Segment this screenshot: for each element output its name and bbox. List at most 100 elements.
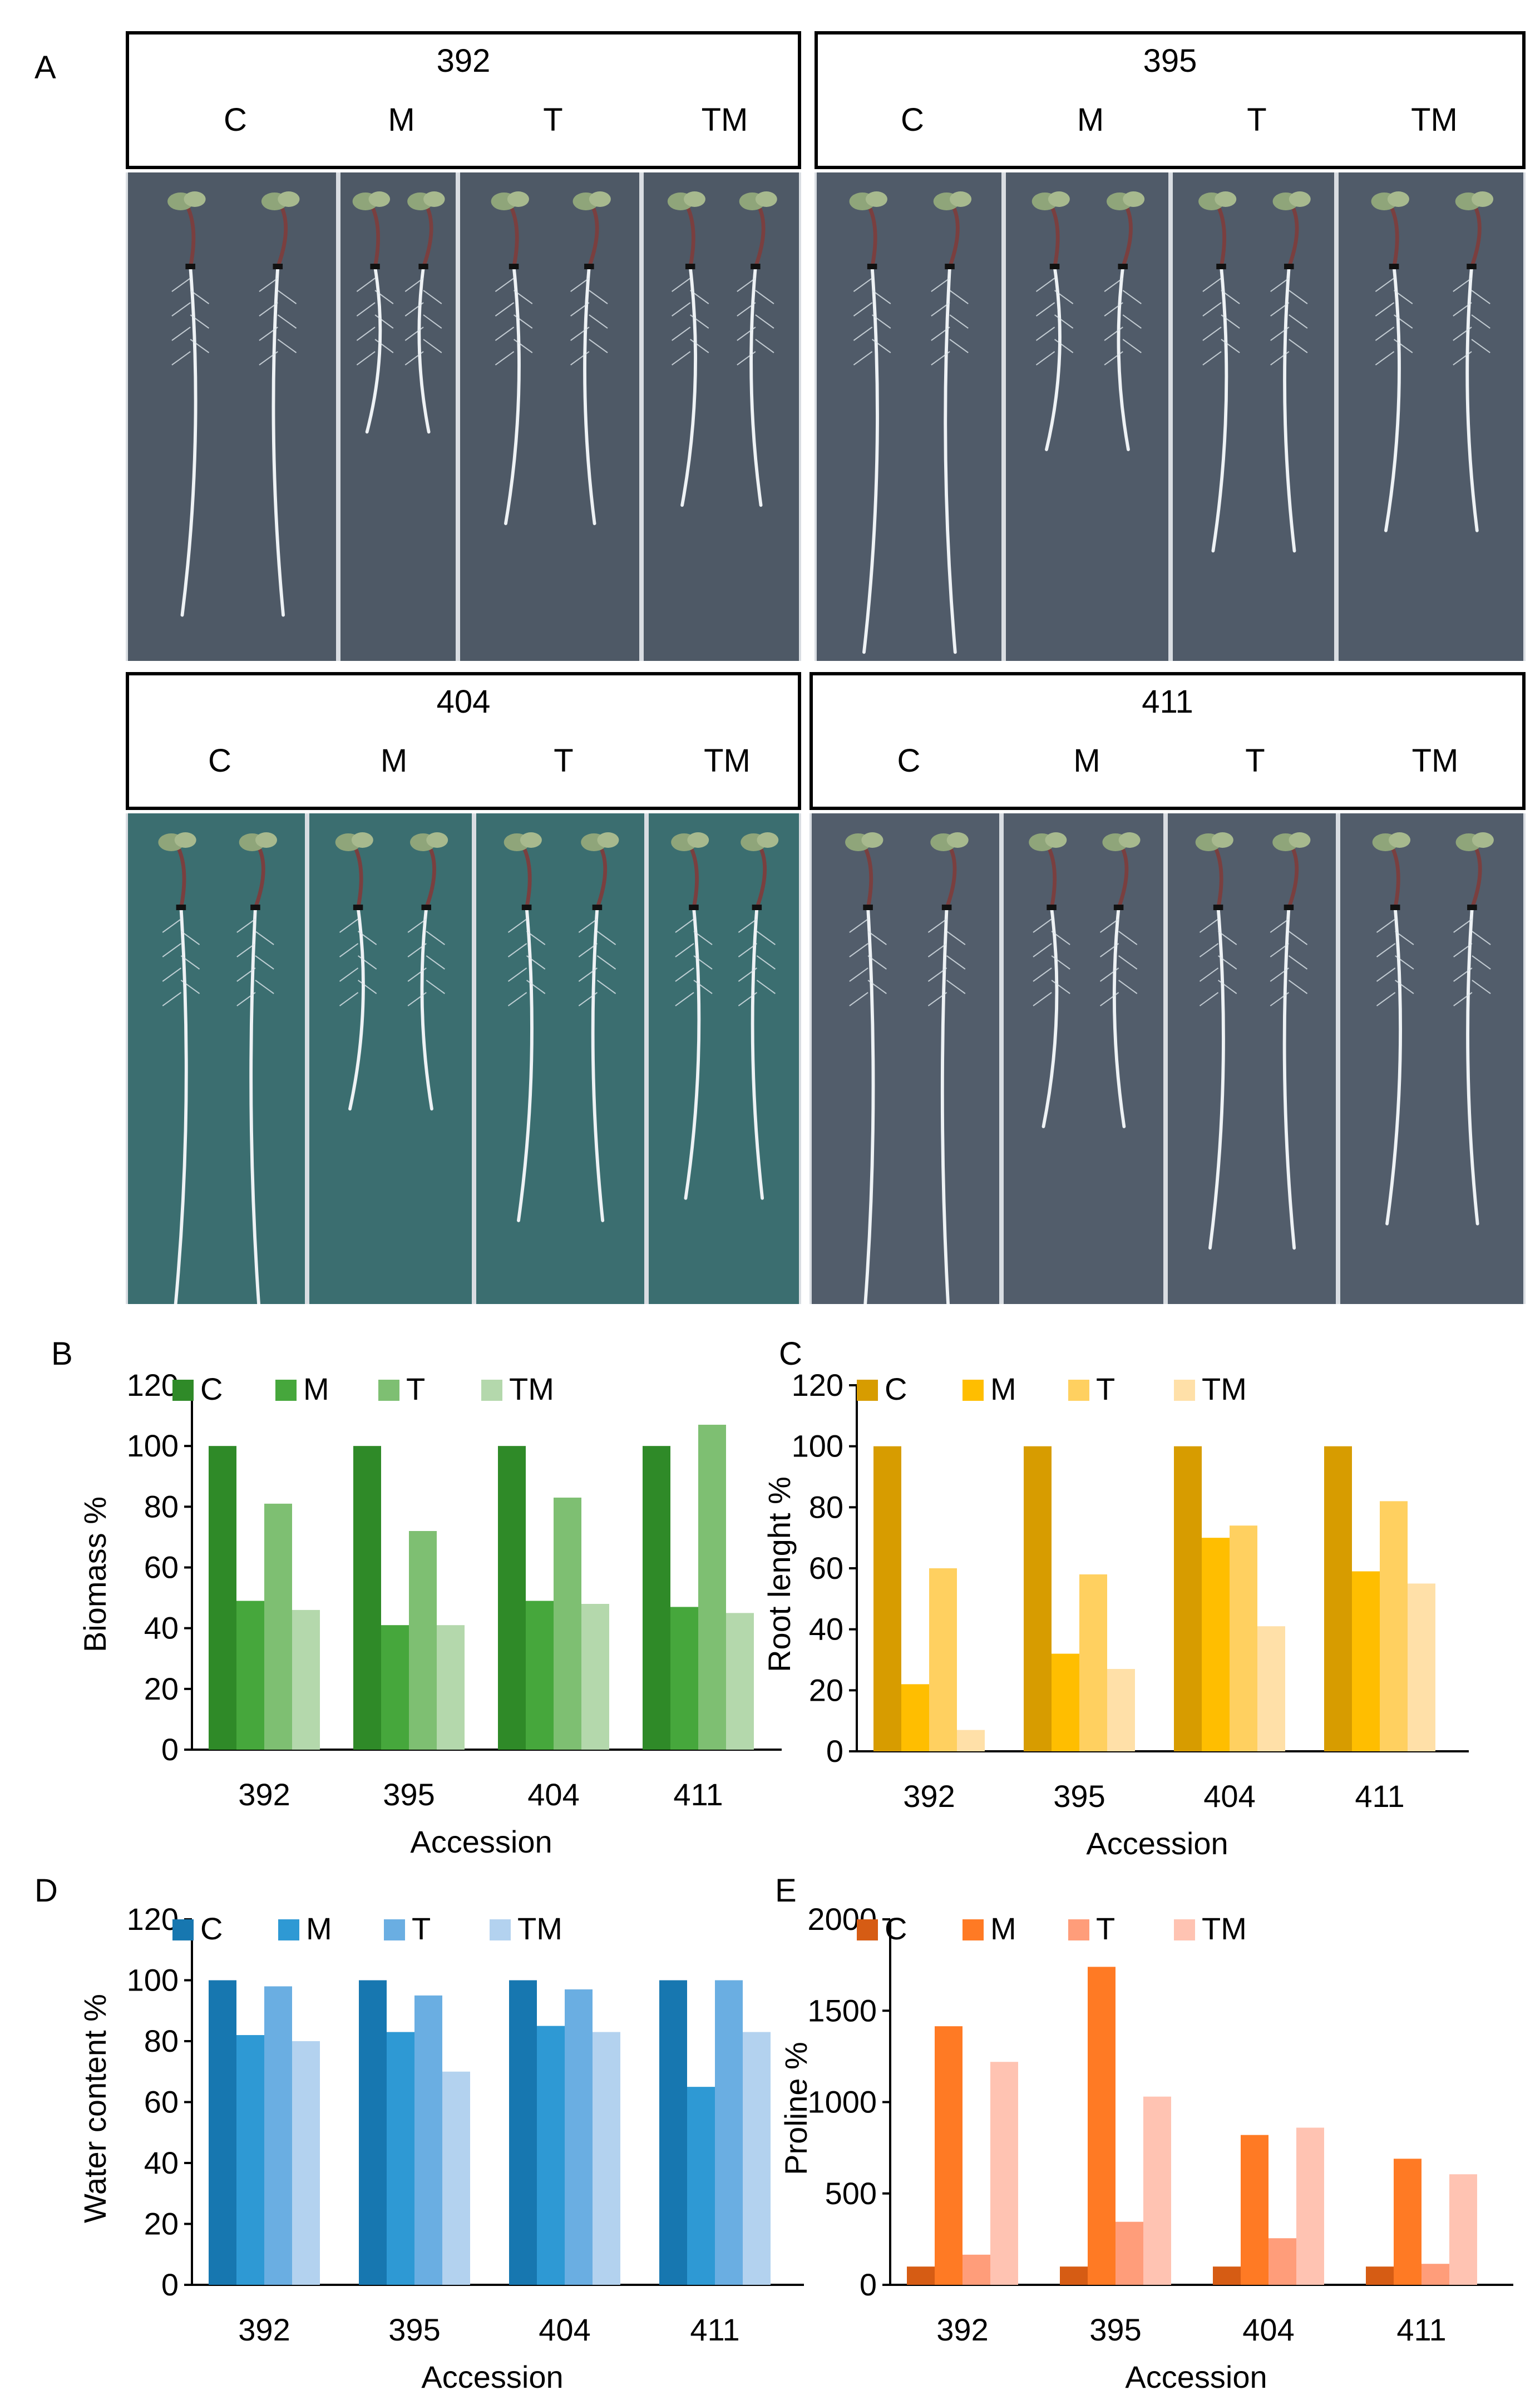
y-tick-label: 1500: [807, 1993, 877, 2028]
legend-swatch: [490, 1919, 511, 1940]
bar-E-M-411: [1394, 2159, 1421, 2285]
x-tick-label: 411: [673, 1777, 723, 1812]
seedling-icon: [236, 832, 277, 1304]
seedling-icon: [1029, 832, 1070, 1128]
legend-swatch: [278, 1919, 299, 1940]
bar-D-T-395: [414, 1995, 442, 2285]
y-tick-label: 20: [144, 2206, 179, 2241]
bar-D-TM-404: [593, 2032, 620, 2285]
legend-item-T: T: [378, 1371, 425, 1406]
legend-label: T: [412, 1911, 431, 1946]
y-tick-label: 1000: [807, 2085, 877, 2120]
bar-D-TM-392: [292, 2041, 320, 2285]
legend-swatch: [1068, 1919, 1089, 1940]
bar-B-T-404: [554, 1497, 581, 1750]
accession-header: 404 C M T TM: [126, 672, 801, 810]
bar-C-TM-411: [1408, 1583, 1435, 1751]
legend-label: C: [200, 1911, 223, 1946]
y-tick-label: 60: [144, 1550, 179, 1585]
bar-B-TM-392: [292, 1609, 320, 1750]
bar-B-M-395: [381, 1625, 409, 1750]
treatment-label: C: [901, 102, 924, 138]
seedling-photo: [1171, 172, 1336, 661]
treatment-label: TM: [701, 102, 748, 138]
legend-swatch: [275, 1380, 297, 1401]
bar-E-T-404: [1268, 2238, 1296, 2285]
bar-D-T-411: [715, 1980, 743, 2285]
treatment-label: T: [1247, 102, 1267, 138]
photo-group-404: 404 C M T TM: [126, 672, 801, 1304]
seedling-icon: [845, 832, 887, 1304]
legend-swatch: [857, 1919, 878, 1940]
y-tick-label: 120: [127, 1902, 179, 1937]
y-tick-label: 100: [127, 1963, 179, 1998]
seedling-icon: [671, 832, 713, 1200]
seedling-photo: [1004, 172, 1171, 661]
y-axis-title: Proline %: [778, 2042, 813, 2175]
root-length-chart: 0 20 40 60 80 100 120 392 395 404 411 Accession Root…: [762, 1341, 1524, 1869]
treatment-label: C: [897, 743, 921, 779]
seedling-icon: [1104, 191, 1145, 451]
legend-item-C: C: [172, 1911, 223, 1946]
bar-D-M-392: [236, 2035, 264, 2285]
x-tick-label: 395: [383, 1777, 435, 1812]
y-tick-label: 60: [144, 2085, 179, 2120]
bar-C-C-392: [873, 1446, 901, 1751]
seedling-photo: [1338, 813, 1526, 1304]
treatment-label: T: [554, 743, 574, 779]
x-tick-label: 411: [690, 2312, 739, 2347]
seedling-photo: [458, 172, 641, 661]
bar-D-C-404: [509, 1980, 537, 2285]
seedling-icon: [1031, 191, 1074, 451]
bar-D-M-404: [537, 2026, 565, 2285]
legend-item-TM: TM: [1174, 1911, 1247, 1946]
bar-D-C-392: [209, 1980, 236, 2285]
legend-item-TM: TM: [490, 1911, 562, 1946]
seedling-icon: [1453, 832, 1494, 1226]
legend-label: T: [1096, 1911, 1115, 1946]
seedling-icon: [407, 832, 448, 1111]
x-tick-label: 404: [1203, 1779, 1255, 1814]
seedling-icon: [849, 191, 891, 654]
legend-label: M: [306, 1911, 332, 1946]
legend-swatch: [481, 1380, 502, 1401]
seedling-icon: [578, 832, 619, 1222]
bar-B-TM-395: [437, 1625, 465, 1750]
bar-D-T-392: [264, 1986, 292, 2285]
seedling-icon: [1195, 832, 1237, 1250]
x-tick-label: 404: [539, 2312, 590, 2347]
legend-label: C: [200, 1371, 223, 1406]
panel-label-d: D: [34, 1873, 58, 1909]
bar-D-M-395: [387, 2032, 414, 2285]
legend-label: M: [303, 1371, 329, 1406]
water-content-chart: 0 20 40 60 80 100 120 392 395 404 411 Accession Wate…: [50, 1875, 804, 2398]
treatment-label: C: [224, 102, 247, 138]
x-tick-label: 411: [1396, 2312, 1446, 2347]
x-tick-label: 395: [1089, 2312, 1141, 2347]
legend-label: TM: [517, 1911, 562, 1946]
legend-item-T: T: [1068, 1911, 1115, 1946]
seedling-photo: [1336, 172, 1526, 661]
legend-label: C: [885, 1911, 907, 1946]
legend-swatch: [1174, 1380, 1195, 1401]
bar-D-TM-395: [442, 2071, 470, 2285]
accession-header: 392 C M T TM: [126, 31, 801, 169]
bar-E-T-395: [1115, 2221, 1143, 2285]
accession-label: 411: [1142, 684, 1193, 720]
bar-C-T-392: [929, 1568, 957, 1751]
seedling-icon: [259, 191, 300, 617]
bar-C-C-404: [1174, 1446, 1202, 1751]
legend-label: TM: [1202, 1911, 1247, 1946]
y-tick-label: 120: [792, 1367, 843, 1402]
seedling-icon: [570, 191, 611, 525]
seedling-photo: [810, 813, 1001, 1304]
y-axis-title: Biomass %: [77, 1497, 112, 1652]
legend-item-M: M: [962, 1911, 1016, 1946]
legend-label: M: [990, 1911, 1016, 1946]
bar-C-T-395: [1079, 1574, 1107, 1751]
bar-B-M-392: [236, 1601, 264, 1750]
seedling-icon: [1100, 832, 1141, 1128]
y-tick-label: 0: [860, 2267, 877, 2302]
bar-D-T-404: [565, 1989, 593, 2285]
bar-E-T-392: [962, 2254, 990, 2285]
